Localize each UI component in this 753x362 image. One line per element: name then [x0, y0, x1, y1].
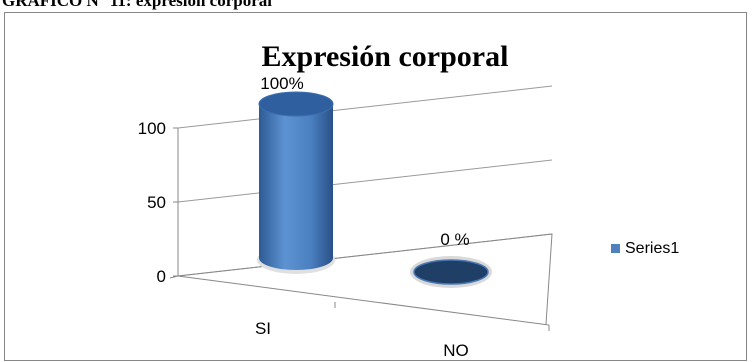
bar-top	[258, 91, 334, 117]
floor-edge	[177, 233, 553, 325]
gridline	[177, 85, 553, 129]
bar-body	[259, 104, 333, 270]
y-tick-label: 50	[147, 193, 166, 212]
back-wall	[172, 85, 550, 258]
gridline	[177, 159, 553, 203]
figure-caption: GRÁFICO N° 11: expresión corporal	[2, 0, 272, 10]
legend-label: Series1	[625, 240, 679, 257]
bar-no	[410, 256, 492, 288]
bar-si	[257, 91, 335, 274]
y-tick-label: 0	[157, 267, 166, 286]
chart-frame	[4, 12, 747, 361]
x-tick-label: NO	[443, 341, 469, 360]
bar-top	[413, 259, 489, 285]
legend: Series1	[611, 240, 679, 257]
x-axis-stub	[169, 275, 179, 279]
chart-title: Expresión corporal	[262, 40, 509, 73]
data-label: 0 %	[440, 230, 469, 249]
legend-swatch	[611, 244, 620, 253]
x-axis	[177, 275, 550, 326]
data-label: 100%	[260, 74, 303, 93]
y-tick-label: 100	[138, 119, 166, 138]
x-tick-label: SI	[255, 319, 271, 338]
